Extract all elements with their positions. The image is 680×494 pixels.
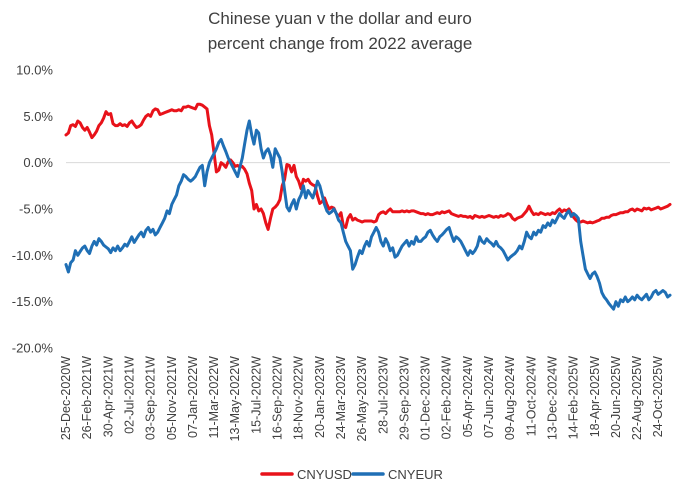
chart-title: Chinese yuan v the dollar and euro	[208, 9, 472, 28]
x-tick-label: 24-Mar-2023W	[334, 356, 348, 440]
x-tick-label: 20-Jun-2025W	[609, 356, 623, 438]
x-tick-label: 30-Apr-2021W	[101, 356, 115, 437]
y-tick-label: 10.0%	[16, 63, 53, 78]
x-tick-label: 01-Dec-2023W	[419, 356, 433, 440]
legend-label-cnyusd: CNYUSD	[297, 467, 352, 482]
y-tick-label: -10.0%	[12, 248, 54, 263]
y-tick-label: -20.0%	[12, 341, 54, 356]
x-tick-label: 16-Sep-2022W	[271, 356, 285, 440]
chart-subtitle: percent change from 2022 average	[207, 34, 473, 53]
x-tick-label: 25-Dec-2020W	[59, 356, 73, 440]
x-tick-label: 18-Apr-2025W	[588, 356, 602, 437]
x-tick-label: 26-Feb-2021W	[80, 356, 94, 440]
y-tick-label: 5.0%	[23, 109, 53, 124]
x-tick-label: 11-Oct-2024W	[524, 356, 538, 437]
x-tick-label: 22-Aug-2025W	[630, 356, 644, 440]
x-tick-label: 24-Oct-2025W	[651, 356, 665, 437]
legend-label-cnyeur: CNYEUR	[388, 467, 443, 482]
y-tick-label: -15.0%	[12, 294, 54, 309]
x-tick-label: 11-Mar-2022W	[207, 356, 221, 439]
x-tick-label: 29-Sep-2023W	[397, 356, 411, 440]
x-tick-label: 03-Sep-2021W	[144, 356, 158, 440]
x-tick-label: 07-Jun-2024W	[482, 356, 496, 438]
x-tick-label: 05-Nov-2021W	[165, 356, 179, 440]
x-tick-label: 05-Apr-2024W	[461, 356, 475, 437]
x-tick-label: 07-Jan-2022W	[186, 356, 200, 438]
x-tick-label: 13-Dec-2024W	[545, 356, 559, 440]
series-line-cnyusd	[64, 102, 672, 231]
x-tick-label: 28-Jul-2023W	[376, 356, 390, 434]
x-tick-label: 15-Jul-2022W	[249, 356, 263, 434]
x-tick-label: 18-Nov-2022W	[292, 356, 306, 440]
x-tick-label: 14-Feb-2025W	[567, 356, 581, 440]
series-line-cnyeur	[64, 119, 672, 311]
y-tick-label: 0.0%	[23, 155, 53, 170]
x-tick-label: 26-May-2023W	[355, 356, 369, 442]
x-tick-label: 02-Feb-2024W	[440, 356, 454, 440]
x-tick-label: 20-Jan-2023W	[313, 356, 327, 438]
y-tick-label: -5.0%	[19, 202, 53, 217]
x-tick-label: 02-Jul-2021W	[122, 356, 136, 434]
x-tick-label: 13-May-2022W	[228, 356, 242, 442]
x-tick-label: 09-Aug-2024W	[503, 356, 517, 440]
